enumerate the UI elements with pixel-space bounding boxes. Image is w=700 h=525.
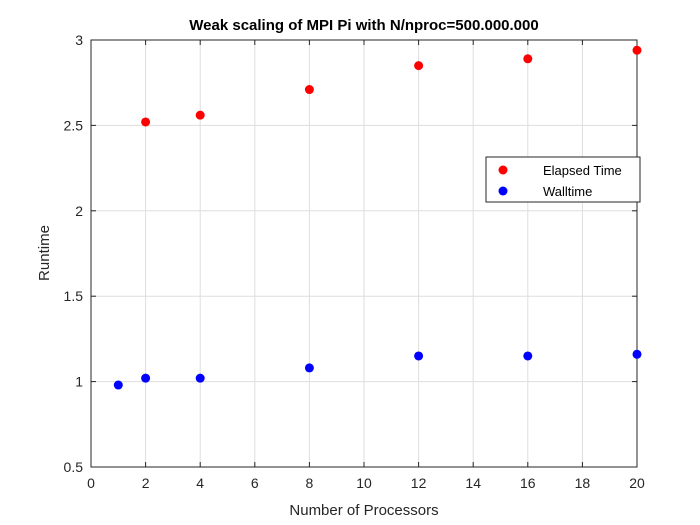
y-tick-label: 1.5: [64, 288, 84, 304]
y-tick-label: 2: [75, 203, 83, 219]
data-point: [414, 61, 424, 71]
x-tick-label: 2: [142, 475, 150, 491]
data-point: [632, 349, 642, 359]
legend-label: Walltime: [543, 184, 592, 199]
data-point: [414, 351, 424, 361]
data-point: [523, 54, 533, 64]
x-tick-label: 18: [575, 475, 591, 491]
data-point: [523, 351, 533, 361]
y-tick-label: 2.5: [64, 117, 84, 133]
y-tick-label: 1: [75, 374, 83, 390]
legend-box: [485, 156, 641, 203]
y-axis-label: Runtime: [36, 225, 53, 281]
y-tick-label: 0.5: [64, 459, 84, 475]
data-point: [304, 85, 314, 95]
legend: Elapsed Time Walltime: [485, 156, 641, 203]
x-tick-label: 10: [356, 475, 372, 491]
legend-marker: [498, 165, 508, 175]
data-point: [632, 45, 642, 55]
data-point: [304, 363, 314, 373]
x-tick-label: 14: [465, 475, 481, 491]
legend-marker: [498, 186, 508, 196]
data-point: [195, 110, 205, 120]
data-point: [195, 373, 205, 383]
legend-label: Elapsed Time: [543, 163, 622, 178]
data-point: [113, 380, 123, 390]
x-tick-label: 12: [411, 475, 427, 491]
x-tick-label: 0: [87, 475, 95, 491]
plot-area: 0 2 4 6 8 10 12 14 16 18 20 0.5 1 1.5 2 2.5 3: [64, 32, 645, 491]
x-tick-label: 8: [306, 475, 314, 491]
chart-title: Weak scaling of MPI Pi with N/nproc=500.…: [189, 17, 538, 34]
x-tick-label: 6: [251, 475, 259, 491]
data-point: [141, 373, 151, 383]
series-walltime: [113, 349, 642, 390]
data-point: [141, 117, 151, 127]
x-tick-label: 16: [520, 475, 536, 491]
series-elapsed-time: [141, 45, 642, 127]
y-tick-label: 3: [75, 32, 83, 48]
x-tick-label: 4: [196, 475, 204, 491]
x-axis-label: Number of Processors: [289, 502, 438, 519]
x-tick-label: 20: [629, 475, 645, 491]
